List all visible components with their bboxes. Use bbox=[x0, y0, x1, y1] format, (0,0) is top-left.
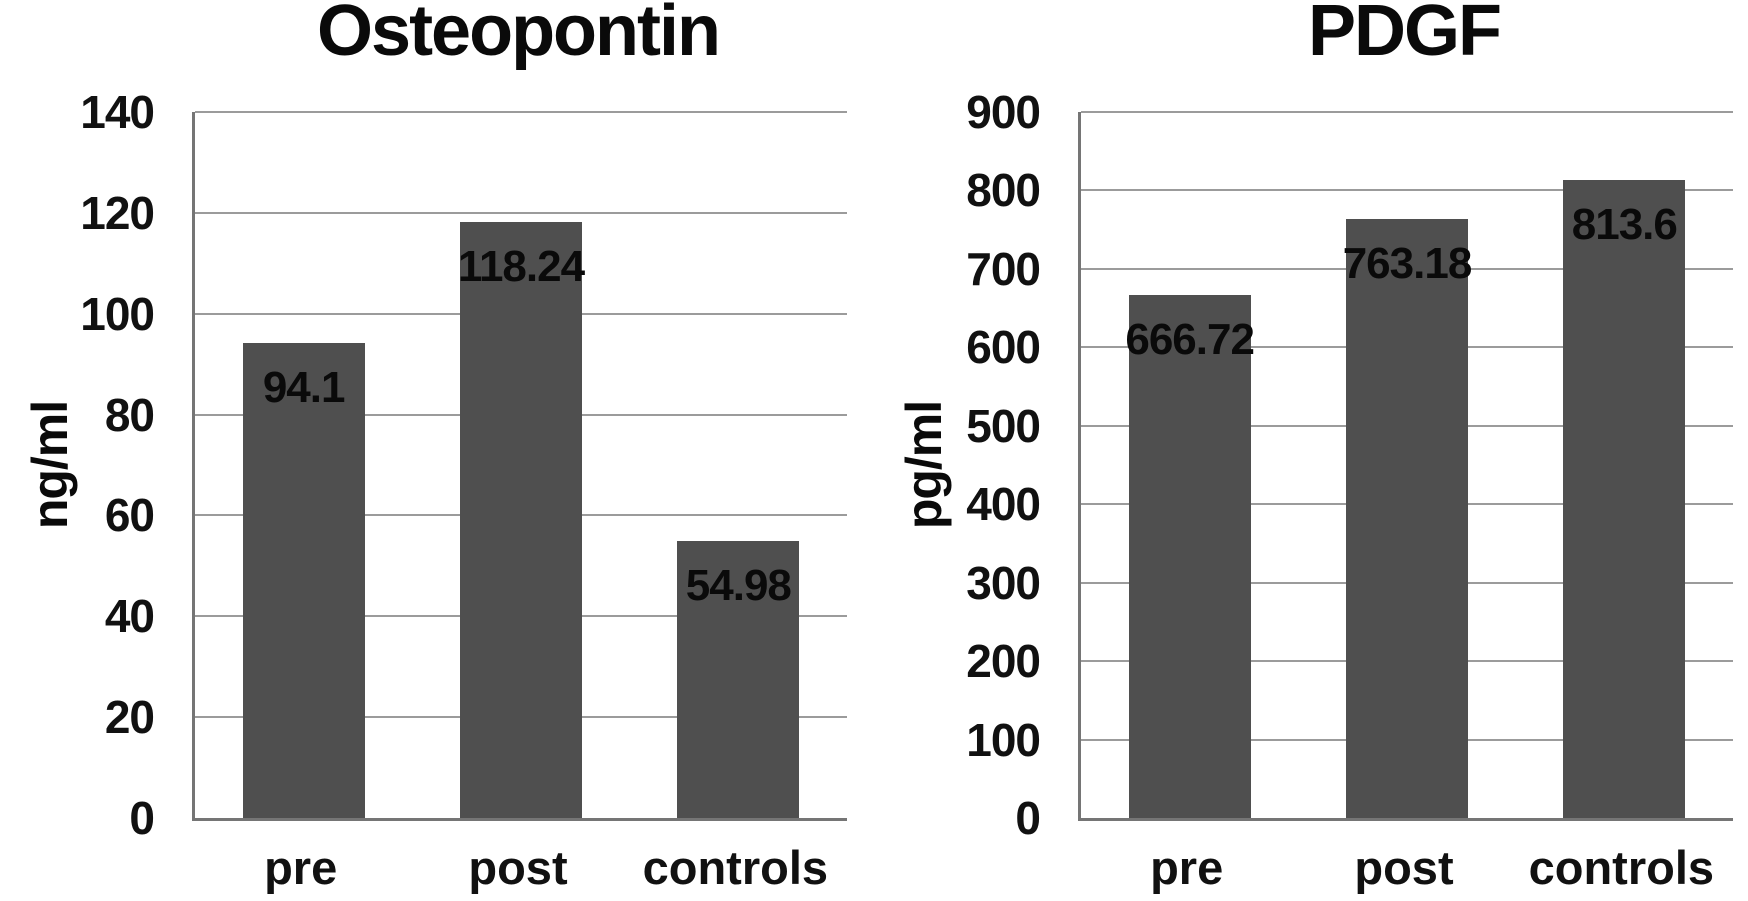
bar-post: 118.24 bbox=[457, 221, 585, 818]
bar-value-label: 54.98 bbox=[685, 560, 792, 610]
y-axis-ticks: 140 120 100 80 60 40 20 0 bbox=[0, 86, 155, 844]
chart-pdgf: PDGF pg/ml 900 800 700 600 500 400 300 200 100 0 … bbox=[874, 0, 1748, 901]
bar-value-label: 118.24 bbox=[457, 241, 585, 291]
gridline-800 bbox=[1081, 189, 1733, 192]
y-tick-900: 900 bbox=[966, 86, 1041, 138]
y-tick-700: 700 bbox=[966, 242, 1041, 295]
x-tick-controls: controls bbox=[642, 841, 829, 894]
y-tick-100: 100 bbox=[80, 287, 155, 340]
y-tick-0: 0 bbox=[1015, 792, 1041, 844]
y-tick-100: 100 bbox=[966, 713, 1041, 766]
bar-value-label: 666.72 bbox=[1125, 315, 1255, 364]
bar-controls: 54.98 bbox=[677, 540, 800, 818]
y-tick-0: 0 bbox=[129, 792, 155, 844]
y-tick-60: 60 bbox=[104, 489, 155, 542]
y-tick-40: 40 bbox=[104, 590, 155, 643]
y-tick-120: 120 bbox=[80, 186, 155, 239]
y-tick-20: 20 bbox=[104, 691, 155, 744]
y-axis-ticks: 900 800 700 600 500 400 300 200 100 0 bbox=[874, 86, 1041, 844]
x-tick-pre: pre bbox=[1150, 841, 1224, 894]
x-axis-ticks: pre post controls bbox=[1078, 840, 1730, 900]
x-axis-ticks: pre post controls bbox=[192, 840, 844, 900]
bar-value-label: 763.18 bbox=[1342, 239, 1473, 289]
gridline-140 bbox=[195, 111, 847, 113]
chart-title: PDGF bbox=[1307, 0, 1502, 71]
y-tick-80: 80 bbox=[104, 388, 155, 441]
bar-controls: 813.6 bbox=[1563, 179, 1686, 818]
y-tick-400: 400 bbox=[966, 478, 1041, 531]
y-tick-140: 140 bbox=[80, 86, 155, 138]
x-tick-post: post bbox=[468, 841, 568, 894]
bar-value-label: 813.6 bbox=[1571, 199, 1678, 249]
y-tick-600: 600 bbox=[966, 321, 1041, 374]
bar-value-label: 94.1 bbox=[262, 363, 346, 413]
bar-post: 763.18 bbox=[1343, 219, 1472, 818]
x-tick-controls: controls bbox=[1528, 841, 1715, 894]
gridline-900 bbox=[1081, 111, 1733, 113]
bar-pre: 666.72 bbox=[1125, 295, 1255, 818]
y-tick-300: 300 bbox=[966, 556, 1041, 609]
bar-pre: 94.1 bbox=[242, 343, 365, 818]
y-tick-800: 800 bbox=[966, 164, 1041, 217]
gridline-120 bbox=[195, 211, 847, 214]
y-tick-500: 500 bbox=[966, 399, 1041, 452]
plot-area: 94.1 118.24 54.98 bbox=[192, 111, 847, 821]
x-tick-pre: pre bbox=[264, 841, 338, 894]
x-tick-post: post bbox=[1354, 841, 1454, 894]
plot-area: 666.72 763.18 813.6 bbox=[1078, 111, 1733, 821]
chart-title: Osteopontin bbox=[317, 0, 721, 71]
y-tick-200: 200 bbox=[966, 635, 1041, 688]
chart-osteopontin: Osteopontin ng/ml 140 120 100 80 60 40 20 0 94.… bbox=[0, 0, 847, 900]
